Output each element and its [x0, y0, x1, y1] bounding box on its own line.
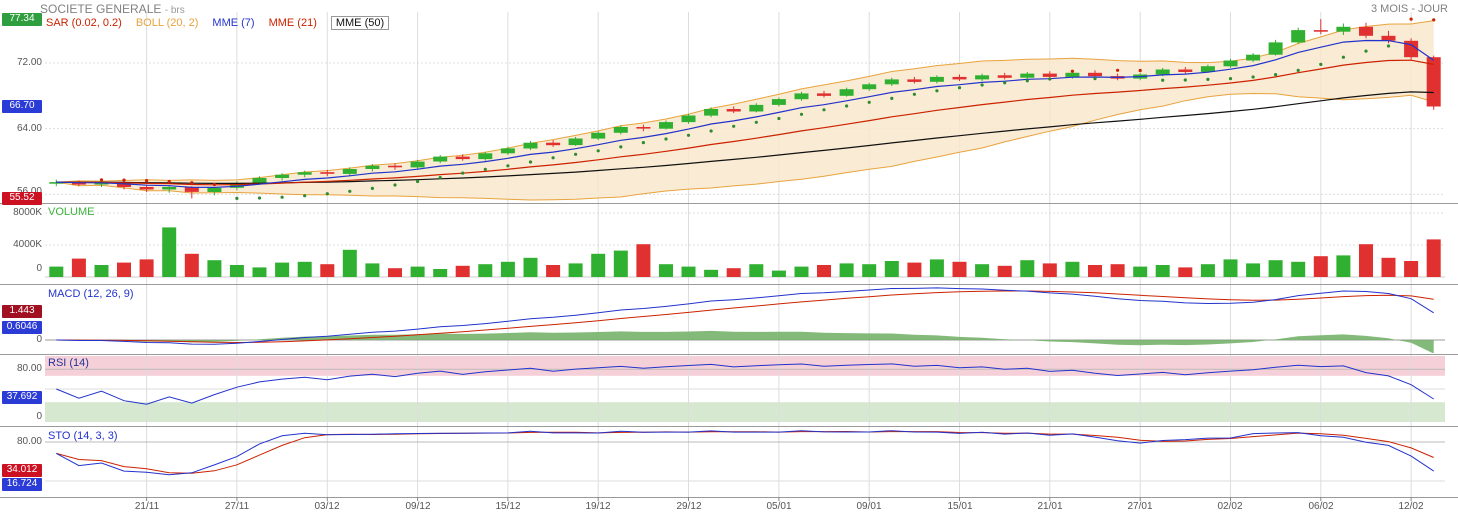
legend-item-mme-50[interactable]: MME (50)	[330, 16, 390, 30]
rsi-tick-zero: 0	[36, 411, 42, 422]
macd-tick-zero: 0	[36, 334, 42, 345]
sto-k-badge: 16.724	[2, 478, 42, 491]
period-selector[interactable]: 3 MOIS - JOUR	[1370, 3, 1448, 15]
period-high-badge: 77.34	[2, 13, 42, 26]
volume-tick-4000k: 4000K	[13, 239, 42, 250]
x-axis-label: 27/01	[1127, 501, 1153, 512]
x-axis-label: 29/12	[676, 501, 702, 512]
period-low-badge: 55.52	[2, 192, 42, 205]
stochastic-series	[56, 430, 1434, 476]
macd-panel-title: MACD (12, 26, 9)	[48, 288, 134, 300]
symbol-name: SOCIETE GENERALE	[40, 2, 162, 16]
x-axis-label: 06/02	[1308, 501, 1334, 512]
x-axis-label: 27/11	[224, 501, 250, 512]
legend-item-mme-7[interactable]: MME (7)	[212, 17, 255, 29]
price-tick-56: 56.00	[2, 186, 42, 197]
x-axis-label: 21/11	[134, 501, 160, 512]
volume-tick-zero: 0	[36, 263, 42, 274]
x-axis-label: 12/02	[1398, 501, 1424, 512]
x-axis-label: 15/12	[495, 501, 521, 512]
x-axis-label: 09/01	[856, 501, 882, 512]
rsi-series	[56, 363, 1434, 405]
x-axis-label: 09/12	[405, 501, 431, 512]
macd-signal-badge: 1.443	[2, 305, 42, 318]
x-axis-ticks	[146, 497, 1412, 501]
volume-tick-8000k: 8000K	[13, 207, 42, 218]
price-tick-64: 64.00	[16, 123, 42, 134]
legend-item-boll-20-2[interactable]: BOLL (20, 2)	[135, 17, 199, 29]
x-axis-label: 05/01	[766, 501, 792, 512]
symbol-suffix: - brs	[164, 5, 185, 16]
parabolic-sar	[99, 17, 1436, 200]
legend: SAR (0.02, 0.2) BOLL (20, 2) MME (7) MME (2…	[46, 16, 403, 30]
sto-d-badge: 34.012	[2, 464, 42, 477]
x-axis-label: 19/12	[585, 501, 611, 512]
panel-separators	[0, 203, 1458, 498]
rsi-panel-title: RSI (14)	[48, 357, 89, 369]
bollinger-bands	[56, 20, 1434, 201]
sto-panel-title: STO (14, 3, 3)	[48, 430, 118, 442]
x-axis-label: 15/01	[947, 501, 973, 512]
rsi-value-badge: 37.692	[2, 391, 42, 404]
macd-series	[56, 287, 1434, 353]
volume-series	[49, 227, 1441, 277]
x-axis-label: 02/02	[1217, 501, 1243, 512]
legend-item-sar-0-02-0-2[interactable]: SAR (0.02, 0.2)	[46, 17, 122, 29]
x-axis-label: 21/01	[1037, 501, 1063, 512]
volume-panel-title: VOLUME	[48, 206, 95, 218]
rsi-tick-80: 80.00	[16, 363, 42, 374]
moving-averages	[56, 39, 1435, 189]
legend-item-mme-21[interactable]: MME (21)	[268, 17, 317, 29]
candlestick-series	[49, 19, 1441, 199]
price-tick-72: 72.00	[16, 57, 42, 68]
chart-title: SOCIETE GENERALE - brs	[40, 2, 185, 16]
macd-value-badge: 0.6046	[2, 321, 42, 334]
x-axis-label: 03/12	[314, 501, 340, 512]
last-price-badge: 66.70	[2, 100, 42, 113]
x-axis-labels: 21/11 27/11 03/12 09/12 15/12 19/12 29/12 05/01…	[0, 501, 1458, 517]
sto-tick-80: 80.00	[16, 436, 42, 447]
